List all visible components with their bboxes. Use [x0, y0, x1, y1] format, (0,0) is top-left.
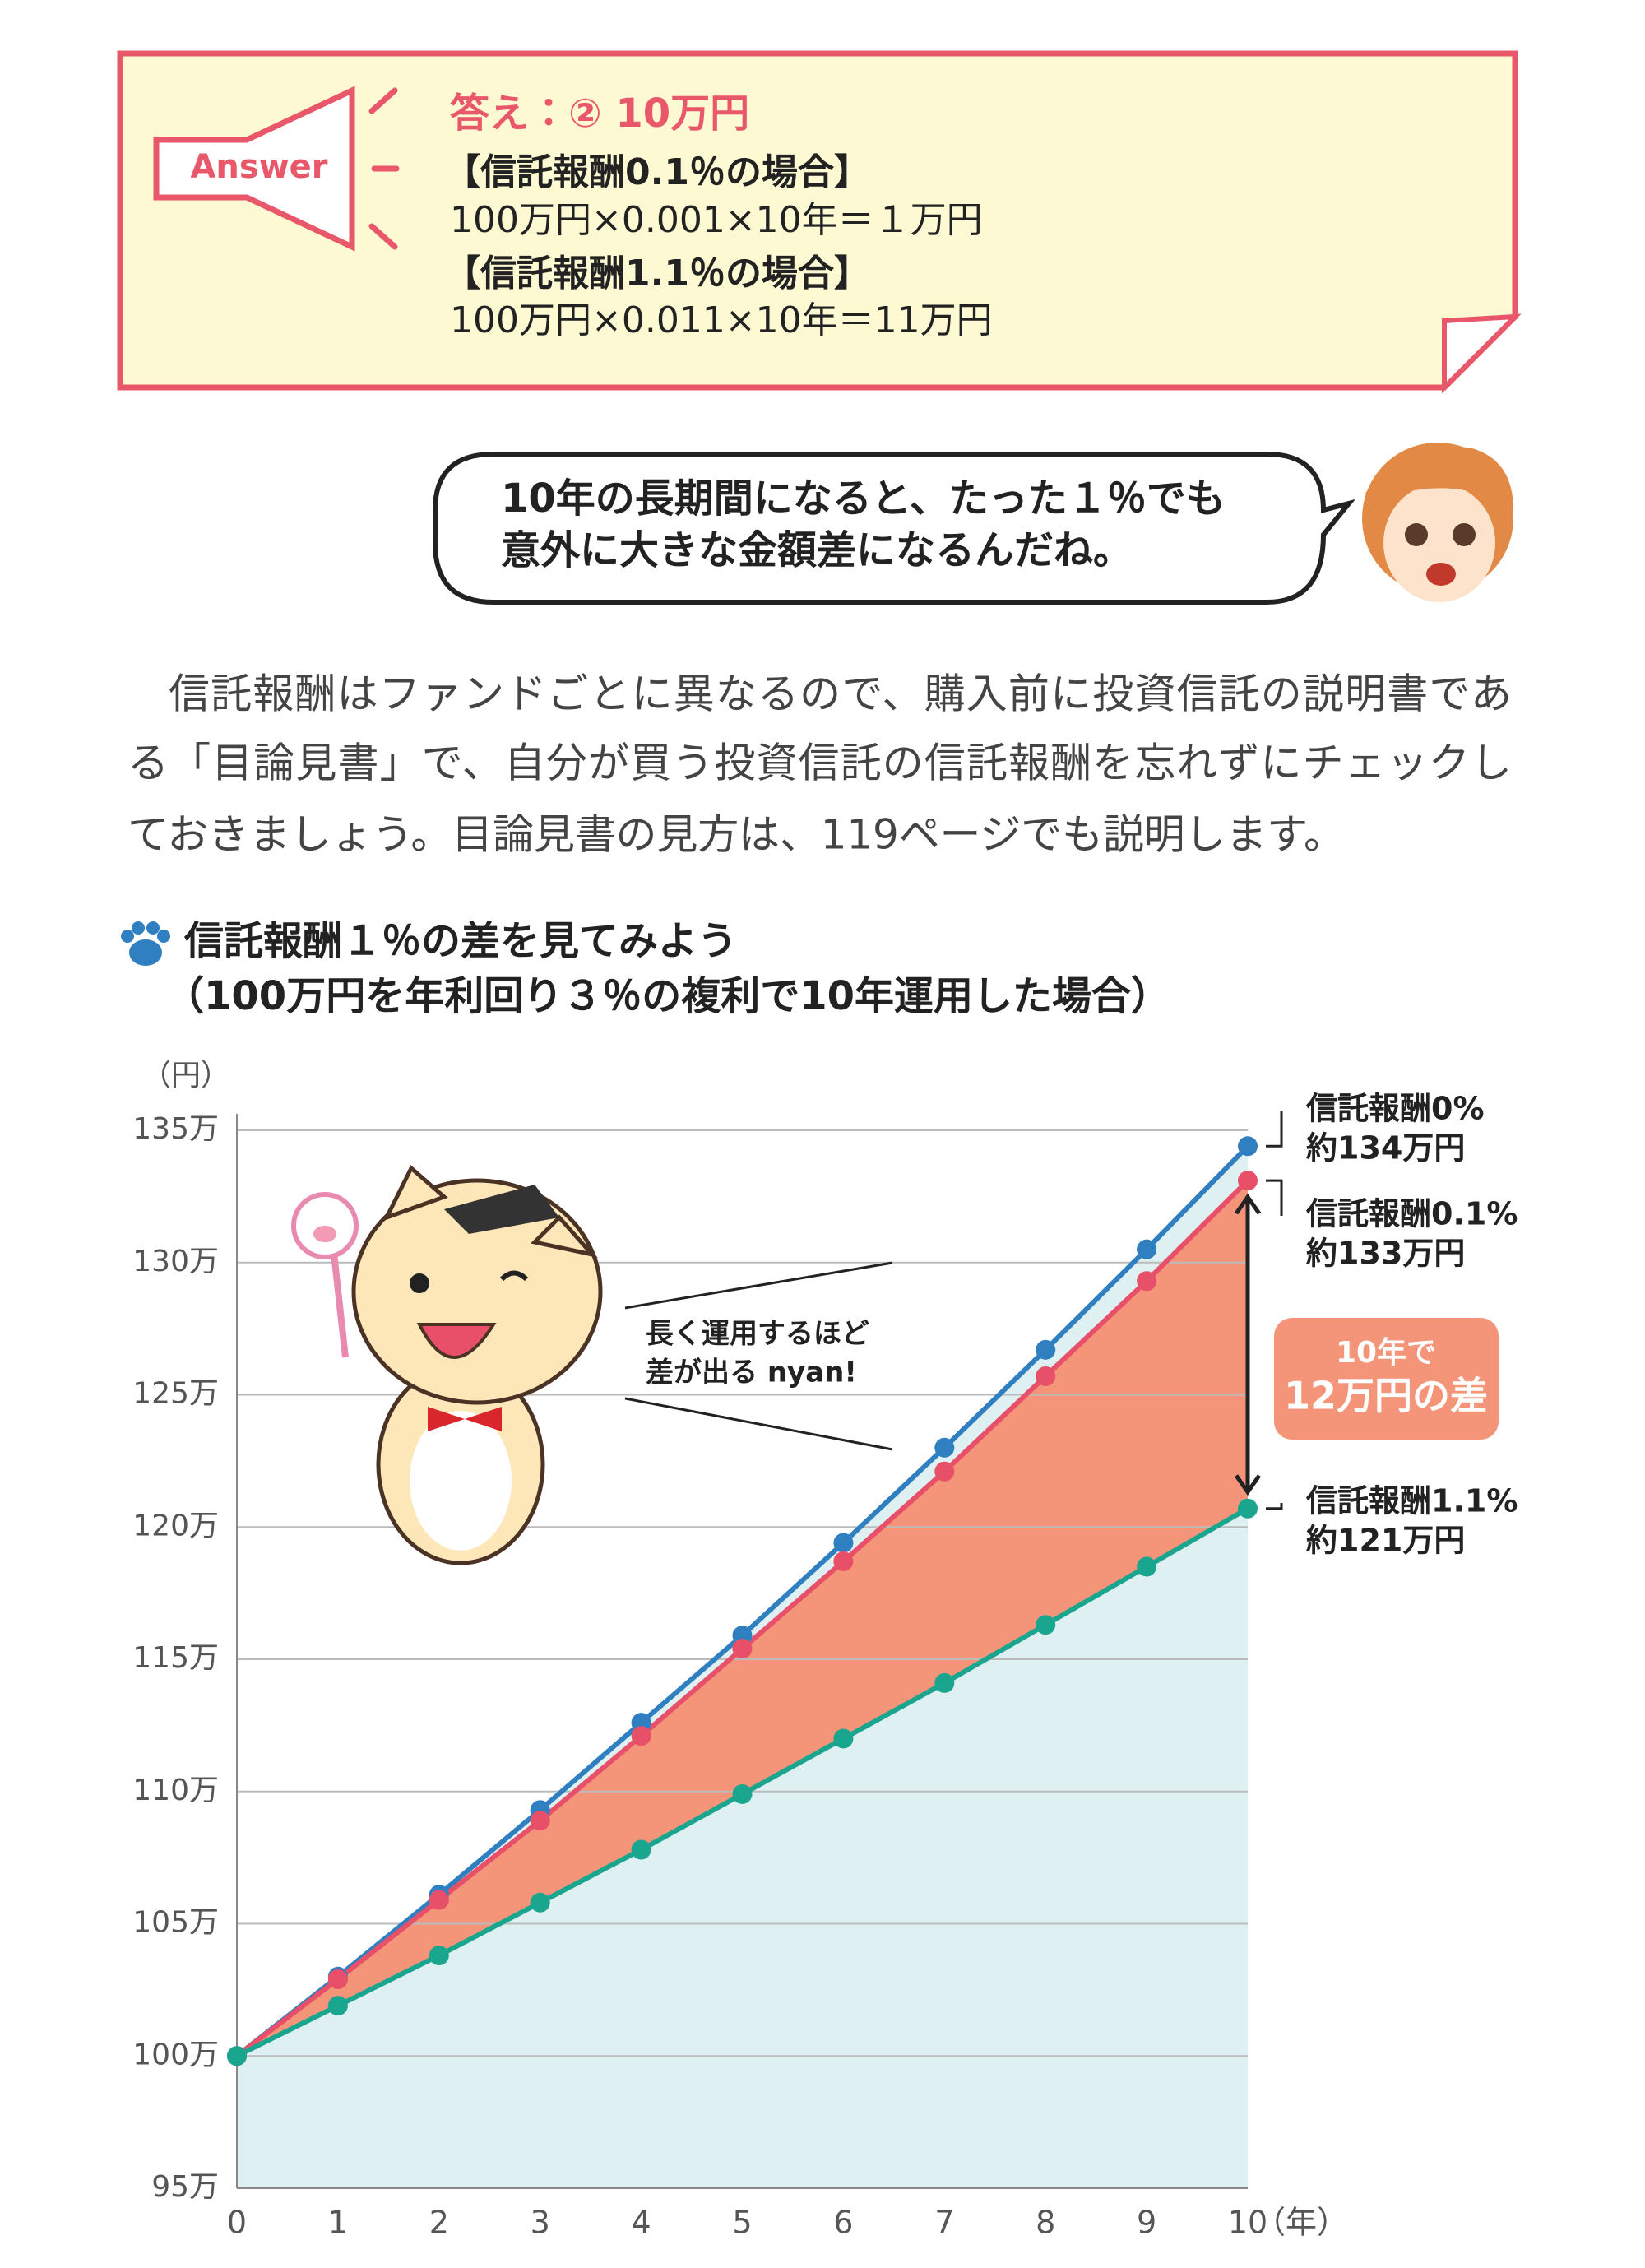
data-point [1137, 1271, 1157, 1292]
x-tick-label: 5 [732, 2205, 752, 2241]
data-point [934, 1461, 955, 1482]
character-note: 差が出る nyan! [646, 1357, 857, 1389]
data-point [934, 1672, 955, 1693]
difference-box [1274, 1318, 1499, 1440]
case-title: 【信託報酬0.1％の場合】 [444, 151, 870, 193]
x-tick-label: 1 [328, 2205, 348, 2241]
label-leader [1266, 1503, 1283, 1510]
data-point [530, 1811, 550, 1831]
data-point [1137, 1556, 1157, 1577]
legend-label: 信託報酬0.1% [1305, 1196, 1518, 1232]
case-formula: 100万円×0.011×10年＝11万円 [450, 299, 993, 341]
x-tick-label: 6 [833, 2205, 853, 2241]
data-point [732, 1783, 753, 1804]
data-point [1137, 1239, 1157, 1259]
y-tick-label: 95万 [151, 2170, 219, 2204]
paragraph-line: ておきましょう。目論見書の見方は、119ページでも説明します。 [127, 811, 1345, 859]
legend-value: 約134万円 [1306, 1130, 1465, 1166]
speech-bubble [433, 452, 1356, 605]
answer-heading: 答え：② 10万円 [450, 90, 749, 137]
x-tick-label: 0 [227, 2205, 247, 2241]
data-point [1036, 1366, 1056, 1386]
data-point [833, 1551, 854, 1572]
case-formula: 100万円×0.001×10年＝１万円 [450, 199, 983, 241]
x-tick-label: 2 [429, 2205, 449, 2241]
difference-note: 12万円の差 [1284, 1374, 1488, 1418]
callout-line [624, 1397, 893, 1451]
data-point [1238, 1498, 1258, 1519]
y-tick-label: 100万 [132, 2038, 219, 2071]
legend-value: 約133万円 [1306, 1236, 1465, 1272]
data-point [833, 1728, 854, 1749]
data-point [429, 1890, 449, 1910]
data-point [732, 1639, 753, 1659]
y-tick-label: 110万 [132, 1774, 219, 1807]
data-point [227, 2046, 247, 2066]
data-point [934, 1437, 955, 1458]
y-tick-label: 115万 [132, 1641, 219, 1675]
case-title: 【信託報酬1.1％の場合】 [444, 253, 870, 295]
label-leader [1266, 1179, 1283, 1216]
dialogue-line: 意外に大きな金額差になるんだね。 [501, 527, 1133, 573]
callout-line [624, 1261, 893, 1310]
data-point [327, 1996, 348, 2016]
x-tick-label: 8 [1036, 2205, 1055, 2241]
y-tick-label: 130万 [132, 1245, 219, 1278]
chart-subtitle: （100万円を年利回り３％の複利で10年運用した場合） [164, 973, 1170, 1019]
legend-label: 信託報酬1.1% [1305, 1483, 1518, 1519]
data-point [833, 1533, 854, 1553]
x-tick-label: 4 [632, 2205, 651, 2241]
x-tick-label: 9 [1137, 2205, 1156, 2241]
page-curl [1442, 313, 1522, 394]
answer-badge: Answer [190, 148, 327, 186]
megaphone [153, 86, 355, 252]
x-tick-label: 7 [934, 2205, 954, 2241]
data-point [631, 1726, 651, 1746]
cat-illustration [291, 1164, 603, 1565]
paw-icon [121, 921, 170, 966]
paragraph-line: 信託報酬はファンドごとに異なるので、購入前に投資信託の説明書であ [169, 670, 1512, 718]
label-leader [1266, 1111, 1283, 1148]
x-tick-label: 3 [531, 2205, 550, 2241]
difference-note: 10年で [1336, 1336, 1436, 1370]
y-tick-label: 135万 [132, 1112, 219, 1146]
y-unit: （円） [141, 1059, 230, 1092]
legend-label: 信託報酬0% [1305, 1091, 1485, 1127]
y-tick-label: 125万 [132, 1377, 219, 1411]
x-unit: （年） [1254, 2205, 1348, 2241]
data-point [327, 1969, 348, 1990]
data-point [1036, 1615, 1056, 1635]
paragraph-line: る「目論見書」で、自分が買う投資信託の信託報酬を忘れずにチェックし [127, 740, 1512, 787]
plot: 95万 100万 105万 110万 115万 120万 125万 130万 135万 0 1 2 3 4… [132, 1112, 1267, 2241]
y-tick-label: 105万 [132, 1906, 219, 1940]
chart-title: 信託報酬１％の差を見てみよう [183, 918, 737, 964]
dialogue-line: 10年の長期間になると、たった１％でも [501, 475, 1226, 522]
girl-face [1362, 443, 1513, 602]
data-point [1238, 1136, 1258, 1157]
x-tick-label: 10 [1228, 2205, 1267, 2241]
legend-value: 約121万円 [1306, 1523, 1465, 1559]
character-note: 長く運用するほど [646, 1318, 869, 1351]
data-point [1036, 1339, 1056, 1360]
data-point [530, 1892, 550, 1913]
y-tick-label: 120万 [132, 1509, 219, 1542]
data-point [631, 1839, 651, 1860]
arrow-head [1234, 1474, 1262, 1496]
arrow-head [1234, 1193, 1262, 1215]
data-point [1238, 1171, 1258, 1191]
megaphone-lines [368, 87, 400, 250]
data-point [429, 1946, 449, 1966]
